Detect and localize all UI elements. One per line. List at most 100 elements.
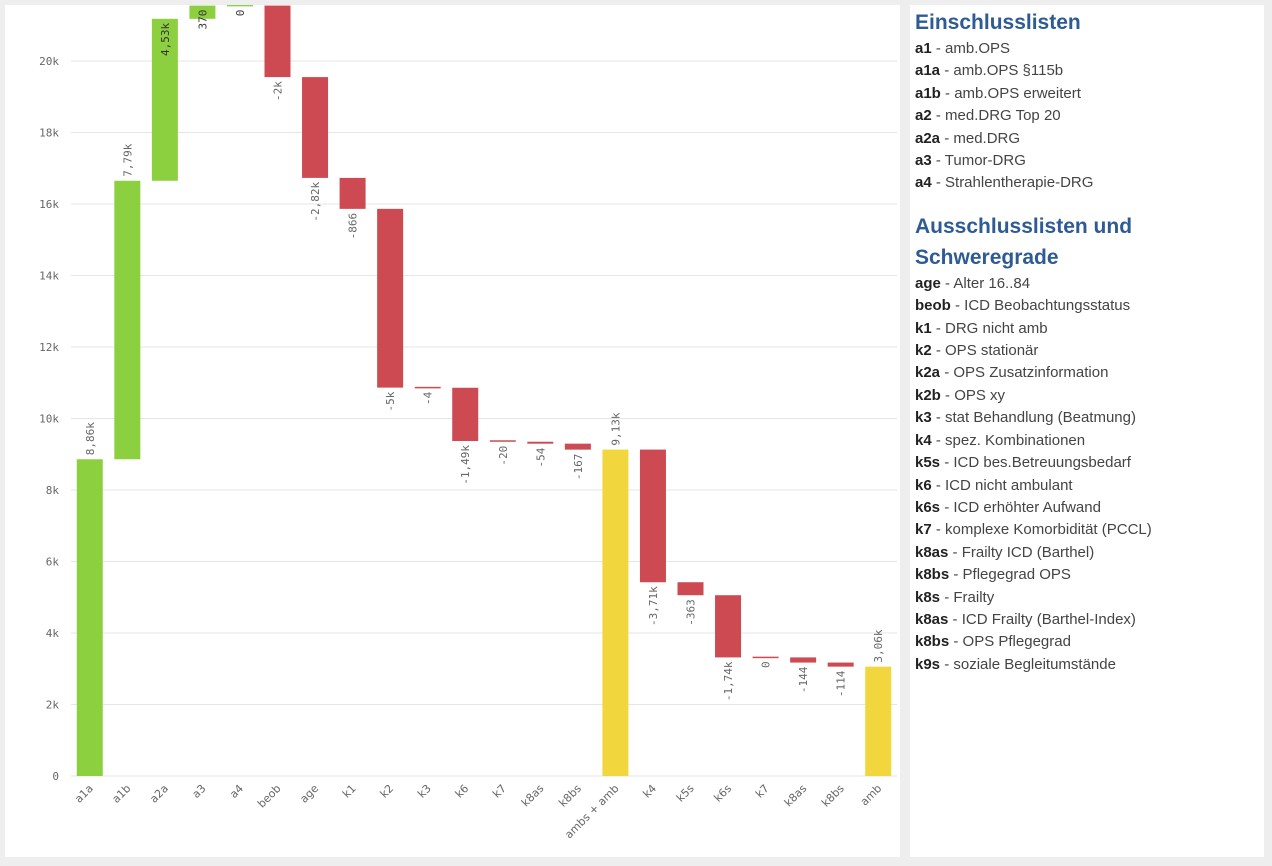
x-category-label: k8as xyxy=(519,782,547,810)
legend-item: k9s - soziale Begleitumstände xyxy=(915,654,1264,676)
bar-increase[interactable] xyxy=(76,459,103,776)
bar-decrease[interactable] xyxy=(452,387,479,442)
bar-data-label: -4 xyxy=(422,391,435,405)
x-category-label: amb xyxy=(858,782,884,808)
y-tick-label: 2k xyxy=(46,699,60,712)
legend-item: k8s - Frailty xyxy=(915,587,1264,609)
legend-item-code: k4 xyxy=(915,431,932,449)
bar-increase[interactable] xyxy=(189,5,216,19)
x-category-label: a4 xyxy=(227,782,246,801)
bar-data-label: -144 xyxy=(797,666,810,693)
bar-decrease[interactable] xyxy=(414,386,441,389)
legend-item-code: k7 xyxy=(915,521,932,539)
legend-item-description: - amb.OPS §115b xyxy=(940,62,1064,80)
legend-item-description: - Strahlentherapie-DRG xyxy=(931,174,1094,192)
bar-data-label: 0 xyxy=(234,10,247,17)
bar-decrease[interactable] xyxy=(377,208,404,388)
bar-data-label: 9,13k xyxy=(609,412,622,445)
legend-item-description: - OPS stationär xyxy=(931,342,1039,360)
legend-item-description: - med.DRG Top 20 xyxy=(931,107,1061,125)
legend-item-code: k8as xyxy=(915,543,949,561)
bar-decrease[interactable] xyxy=(677,582,704,596)
x-axis: a1a a1b a2a a3 a4 beob age k1 k2 k3 k6 k7 k8as k8bs am… xyxy=(72,782,884,841)
x-category-label: k7 xyxy=(753,782,772,801)
x-category-label: k6s xyxy=(711,782,734,805)
bar-decrease[interactable] xyxy=(264,5,291,78)
bar-data-label: -1,49k xyxy=(459,445,472,485)
legend-item: k8bs - Pflegegrad OPS xyxy=(915,564,1264,586)
legend-item-code: a1 xyxy=(915,40,932,57)
x-category-label: k8bs xyxy=(556,782,584,810)
legend-item: k2b - OPS xy xyxy=(915,385,1264,407)
bar-data-label: -20 xyxy=(497,446,510,466)
bar-decrease[interactable] xyxy=(752,656,779,659)
bar-decrease[interactable] xyxy=(339,177,366,209)
bar-total[interactable] xyxy=(602,449,629,776)
y-tick-label: 6k xyxy=(46,556,60,569)
bar-decrease[interactable] xyxy=(790,657,817,663)
y-tick-label: 16k xyxy=(39,198,59,211)
legend-item-description: - ICD Frailty (Barthel-Index) xyxy=(948,610,1136,628)
legend-item-description: - med.DRG xyxy=(940,129,1021,147)
data-labels: 8,86k 7,79k 4,53k 370 0 -2k -2,82k -866 -5k -4 -1,… xyxy=(84,10,885,702)
legend-item-description: - Pflegegrad OPS xyxy=(949,566,1071,584)
bar-data-label: -5k xyxy=(384,391,397,411)
bar-increase[interactable] xyxy=(226,5,253,7)
legend-item-description: - ICD erhöhter Aufwand xyxy=(940,498,1101,516)
x-category-label: k8as xyxy=(782,782,810,810)
bar-decrease[interactable] xyxy=(639,449,666,583)
y-tick-label: 20k xyxy=(39,55,59,68)
legend-item-description: - OPS Zusatzinformation xyxy=(940,364,1109,382)
inclusion-lists-heading: Einschlusslisten xyxy=(915,11,1081,34)
legend-item-code: k3 xyxy=(915,409,932,427)
bar-data-label: -1,74k xyxy=(722,661,735,701)
legend-item-description: - Frailty ICD (Barthel) xyxy=(948,543,1095,561)
legend-item: k8bs - OPS Pflegegrad xyxy=(915,631,1264,653)
legend-item-code: k2b xyxy=(915,386,941,404)
legend-item-code: k9s xyxy=(915,655,941,673)
bar-decrease[interactable] xyxy=(302,77,329,178)
y-tick-label: 8k xyxy=(46,484,60,497)
legend-item: age - Alter 16..84 xyxy=(915,273,1264,295)
bar-increase[interactable] xyxy=(151,18,178,181)
legend-item-description: - Tumor-DRG xyxy=(931,152,1026,170)
bar-data-label: -866 xyxy=(347,213,360,240)
legend-item-description: - OPS Pflegegrad xyxy=(949,633,1071,651)
legend-item-description: - OPS xy xyxy=(940,386,1006,404)
legend-item: a2 - med.DRG Top 20 xyxy=(915,105,1264,127)
legend-item: k6 - ICD nicht ambulant xyxy=(915,475,1264,497)
bar-data-label: 8,86k xyxy=(84,422,97,455)
legend-item: k2a - OPS Zusatzinformation xyxy=(915,362,1264,384)
bar-data-label: -3,71k xyxy=(647,586,660,626)
legend-item: k8as - Frailty ICD (Barthel) xyxy=(915,542,1264,564)
bar-data-label: -114 xyxy=(835,670,848,697)
y-tick-label: 0 xyxy=(52,770,59,783)
bar-data-label: 3,06k xyxy=(872,629,885,662)
inclusion-list: a1 - amb.OPS a1a - amb.OPS §115b a1b - amb… xyxy=(915,38,1264,195)
legend-item: a1b - amb.OPS erweitert xyxy=(915,83,1264,105)
waterfall-chart[interactable]: 0 2k 4k 6k 8k 10k 12k 14k 16k 18k 20k 8,86k 7,79k 4,… xyxy=(5,5,900,857)
bar-decrease[interactable] xyxy=(564,443,591,450)
legend-item: a1a - amb.OPS §115b xyxy=(915,60,1264,82)
x-category-label: k2 xyxy=(378,782,397,801)
bar-data-label: -54 xyxy=(534,447,547,467)
x-category-label: a1a xyxy=(72,782,96,806)
exclusion-list: age - Alter 16..84 beob - ICD Beobachtung… xyxy=(915,273,1264,676)
bar-increase[interactable] xyxy=(114,180,141,460)
legend-item: k7 - komplexe Komorbidität (PCCL) xyxy=(915,519,1264,541)
bar-total[interactable] xyxy=(865,666,892,776)
bar-decrease[interactable] xyxy=(489,440,516,442)
gridlines xyxy=(71,60,897,777)
bar-decrease[interactable] xyxy=(715,595,742,658)
legend-item-code: k5s xyxy=(915,454,941,472)
legend-item-code: k8bs xyxy=(915,633,950,651)
legend-item-code: k6 xyxy=(915,476,932,494)
bar-data-label: 7,79k xyxy=(121,143,134,176)
y-tick-label: 14k xyxy=(39,270,59,283)
legend-item-description: - ICD bes.Betreuungsbedarf xyxy=(940,454,1131,472)
legend-item-description: - ICD nicht ambulant xyxy=(931,476,1073,494)
bar-decrease[interactable] xyxy=(527,441,554,444)
legend-item-code: a1b xyxy=(915,84,941,102)
bar-decrease[interactable] xyxy=(827,662,854,667)
x-category-label: k7 xyxy=(490,782,509,801)
